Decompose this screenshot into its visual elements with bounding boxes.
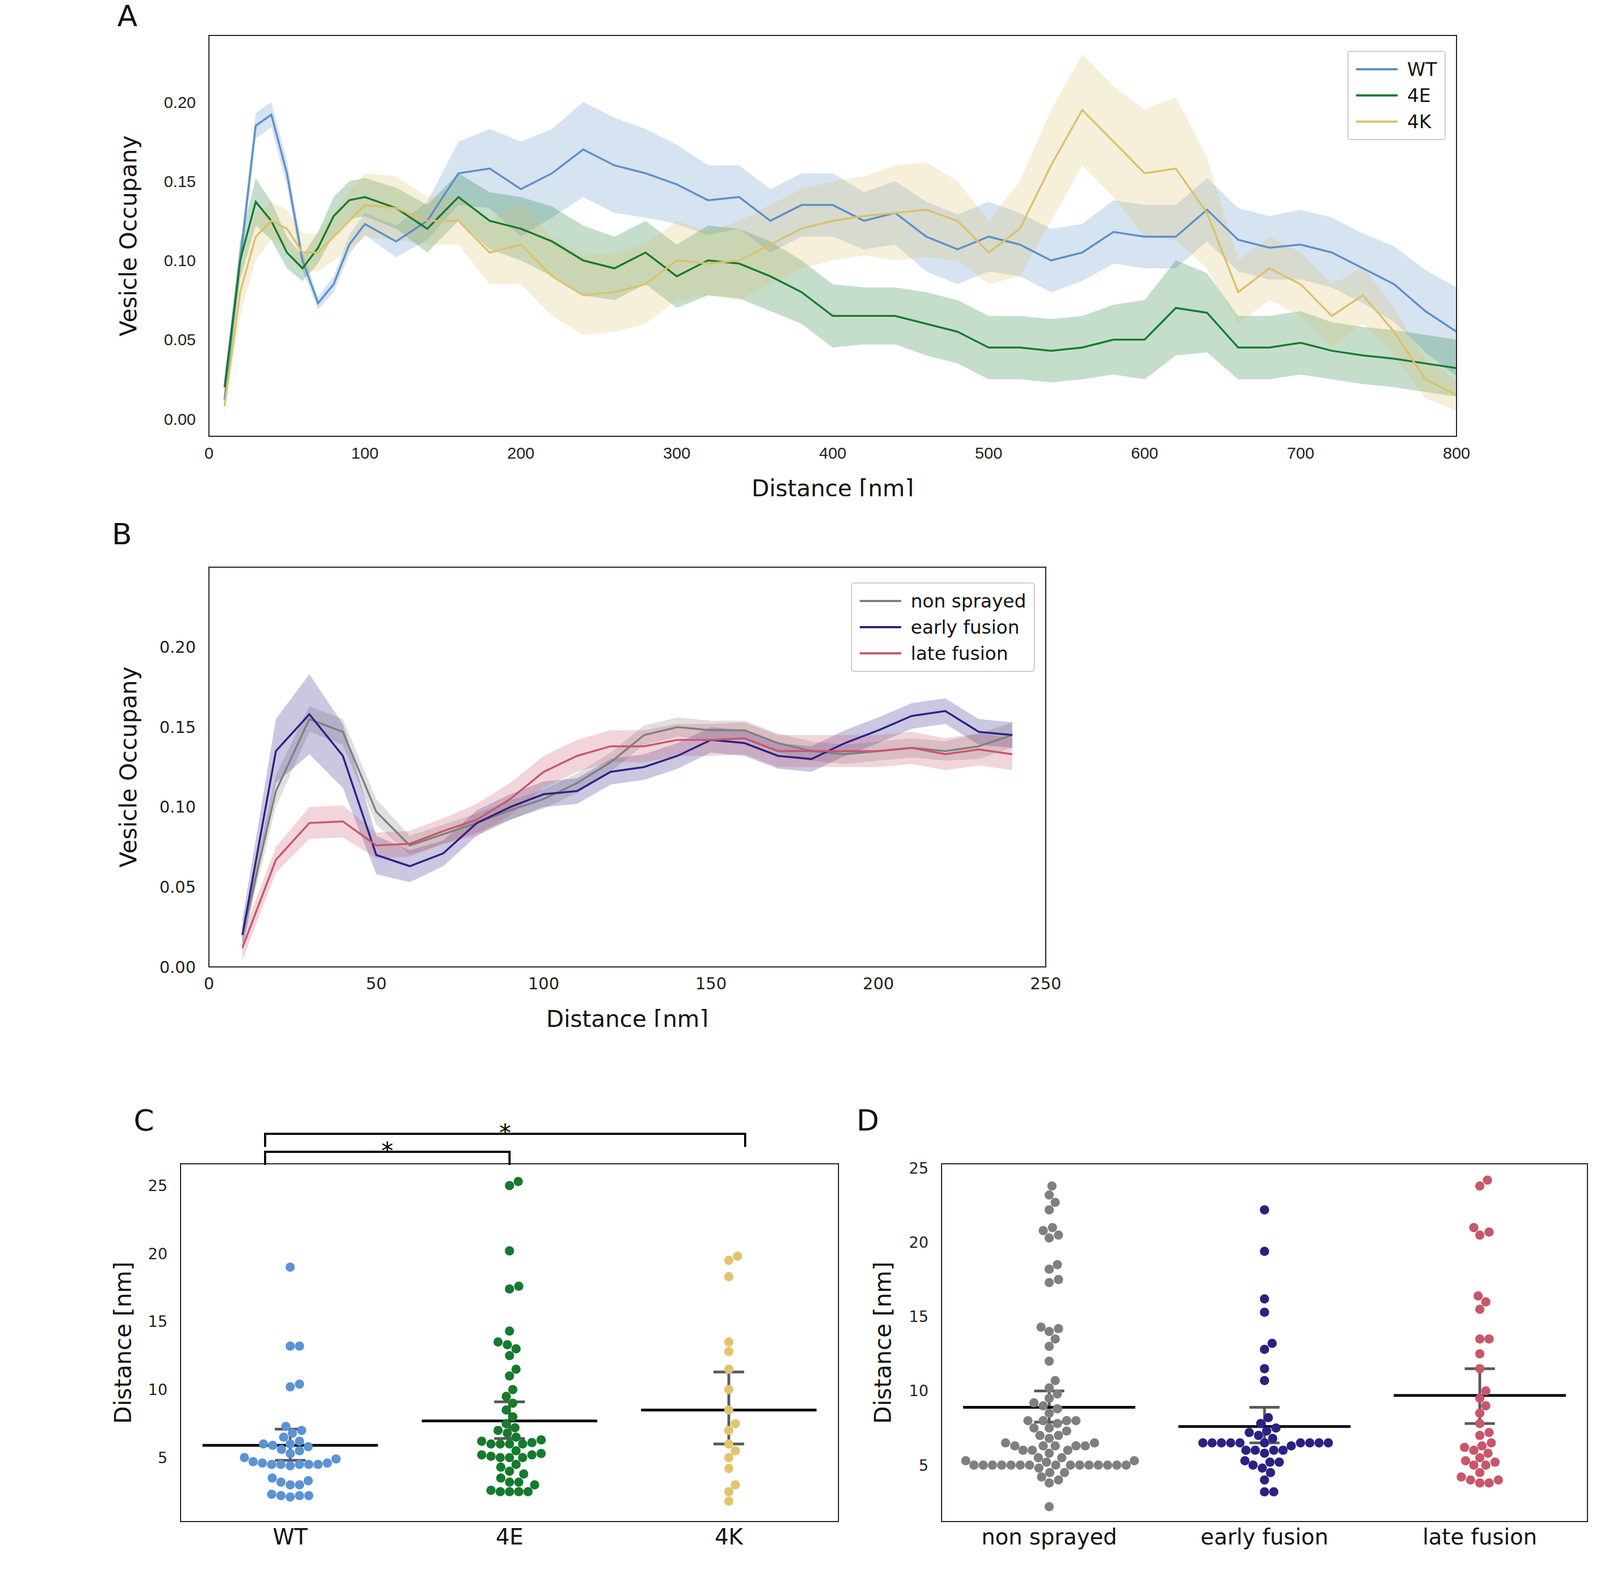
svg-text:Distance [nm]: Distance [nm] xyxy=(546,1005,709,1028)
svg-text:200: 200 xyxy=(507,444,535,463)
html-text:late fusion: late fusion xyxy=(910,642,1009,665)
svg-text:Vesicle Occupany: Vesicle Occupany xyxy=(115,666,142,868)
svg-text:late fusion: late fusion xyxy=(1422,1524,1538,1550)
svg-text:15: 15 xyxy=(908,1308,929,1327)
html-text:B: B xyxy=(111,517,133,552)
svg-text:100: 100 xyxy=(351,444,379,463)
svg-text:800: 800 xyxy=(1442,444,1471,463)
html-text:C: C xyxy=(133,1103,155,1138)
svg-text:0: 0 xyxy=(204,444,214,463)
svg-text:early fusion: early fusion xyxy=(1200,1524,1329,1550)
svg-text:0.20: 0.20 xyxy=(159,637,196,657)
svg-text:25: 25 xyxy=(908,1159,929,1178)
svg-text:Distance [nm]: Distance [nm] xyxy=(751,475,914,497)
svg-text:Vesicle Occupany: Vesicle Occupany xyxy=(115,135,142,337)
svg-text:0.05: 0.05 xyxy=(159,877,196,897)
svg-text:100: 100 xyxy=(528,974,560,994)
svg-text:200: 200 xyxy=(863,974,895,994)
svg-text:400: 400 xyxy=(818,444,847,463)
svg-text:25: 25 xyxy=(147,1177,168,1196)
svg-text:4E: 4E xyxy=(495,1524,524,1550)
svg-text:Distance [nm]: Distance [nm] xyxy=(869,1261,897,1424)
svg-text:*: * xyxy=(499,1119,512,1148)
html-text:4E: 4E xyxy=(1407,84,1431,107)
svg-text:*: * xyxy=(381,1137,394,1166)
svg-text:20: 20 xyxy=(908,1233,929,1252)
svg-text:600: 600 xyxy=(1130,444,1159,463)
svg-text:0.10: 0.10 xyxy=(159,797,196,817)
svg-text:50: 50 xyxy=(366,974,387,994)
svg-text:0.05: 0.05 xyxy=(164,330,196,349)
html-text:early fusion: early fusion xyxy=(910,616,1020,639)
svg-text:500: 500 xyxy=(974,444,1003,463)
html-text:D: D xyxy=(856,1103,880,1138)
svg-text:20: 20 xyxy=(147,1245,168,1264)
svg-text:0.10: 0.10 xyxy=(164,251,196,270)
svg-text:10: 10 xyxy=(147,1381,168,1400)
svg-text:150: 150 xyxy=(695,974,727,994)
svg-text:0.00: 0.00 xyxy=(164,410,196,429)
svg-text:0.15: 0.15 xyxy=(164,172,196,191)
svg-text:700: 700 xyxy=(1286,444,1315,463)
svg-text:4K: 4K xyxy=(714,1524,744,1550)
svg-text:15: 15 xyxy=(147,1313,168,1332)
svg-text:0.20: 0.20 xyxy=(164,93,196,112)
svg-text:non sprayed: non sprayed xyxy=(981,1524,1118,1550)
svg-text:Distance [nm]: Distance [nm] xyxy=(109,1261,137,1424)
svg-text:0.15: 0.15 xyxy=(159,717,196,737)
svg-text:5: 5 xyxy=(157,1449,168,1468)
svg-text:10: 10 xyxy=(908,1382,929,1401)
svg-text:0.00: 0.00 xyxy=(159,957,196,978)
svg-text:WT: WT xyxy=(272,1524,309,1550)
svg-text:5: 5 xyxy=(918,1457,929,1476)
html-text:WT: WT xyxy=(1407,58,1437,81)
svg-text:0: 0 xyxy=(203,974,214,994)
svg-text:250: 250 xyxy=(1029,974,1062,994)
svg-text:300: 300 xyxy=(663,444,691,463)
html-text:non sprayed: non sprayed xyxy=(910,590,1027,613)
html-text:4K: 4K xyxy=(1407,110,1432,133)
